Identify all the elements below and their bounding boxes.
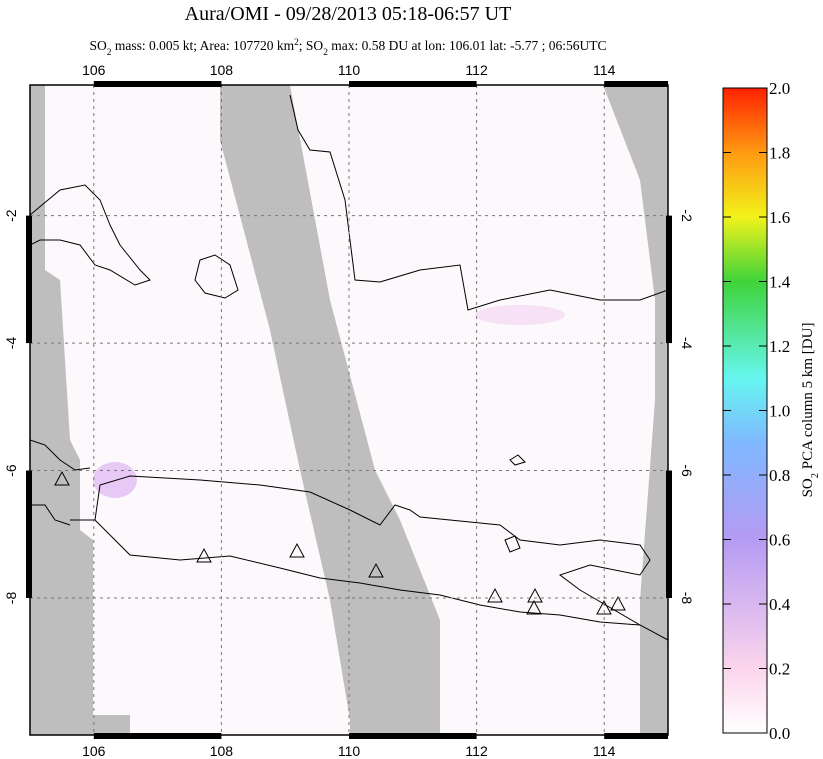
no-data-swath [603, 85, 668, 735]
colorbar-label: SO2 PCA column 5 km [DU] [800, 323, 821, 498]
graticule [30, 85, 668, 735]
x-tick-label: 114 [593, 743, 616, 759]
axis-labels: 106 106 108 108 110 110 112 112 114 114 -2 -2 -4 -4 -6… [3, 62, 695, 759]
colorbar-tick-label: 0.8 [769, 466, 790, 485]
volcanoes [54, 470, 626, 615]
y-tick-label: -6 [3, 464, 19, 477]
text-part: 2 [810, 473, 821, 478]
frame-bar [666, 470, 672, 598]
y-tick-label: -8 [679, 592, 695, 605]
y-tick-label: -6 [679, 464, 695, 477]
x-tick-label: 108 [210, 62, 234, 78]
frame-bar [349, 733, 477, 739]
frame-bar [93, 81, 222, 87]
frame-bar [666, 215, 672, 344]
x-tick-label: 114 [593, 62, 616, 78]
frame-bar [93, 733, 222, 739]
text-part: mass: 0.005 kt; Area: 107720 km [111, 38, 294, 53]
x-tick-label: 108 [210, 743, 234, 759]
x-tick-label: 110 [338, 62, 361, 78]
coastlines [30, 94, 668, 641]
y-tick-label: -4 [3, 337, 19, 350]
text-part: PCA column 5 km [DU] [800, 323, 816, 473]
colorbar-tick-label: 2.0 [769, 79, 790, 98]
x-tick-label: 106 [82, 62, 106, 78]
text-part: 2 [107, 48, 112, 58]
x-tick-label: 112 [465, 743, 488, 759]
colorbar-tick-label: 1.2 [769, 337, 790, 356]
chart-subtitle: SO2 mass: 0.005 kt; Area: 107720 km2; SO… [89, 38, 606, 58]
colorbar-tick-label: 0.0 [769, 724, 790, 743]
y-tick-label: -4 [679, 337, 695, 350]
y-tick-label: -2 [679, 209, 695, 222]
colorbar-tick-label: 1.4 [769, 273, 791, 292]
frame-bars [26, 81, 672, 739]
frame-bar [349, 81, 477, 87]
colorbar-tick-label: 1.0 [769, 402, 790, 421]
y-tick-label: -8 [3, 592, 19, 605]
colorbar-ticks: 0.0 0.2 0.4 0.6 0.8 1.0 1.2 1.4 1.6 1.8 2.0 [723, 79, 791, 743]
no-data-swath [30, 85, 130, 735]
colorbar-tick-label: 1.8 [769, 144, 790, 163]
x-tick-label: 110 [338, 743, 361, 759]
x-tick-label: 112 [465, 62, 488, 78]
y-tick-label: -2 [3, 209, 19, 222]
colorbar-tick-label: 0.4 [769, 595, 791, 614]
no-data-swath [220, 85, 440, 735]
frame-bar [26, 470, 32, 598]
text-part: 2 [294, 38, 299, 48]
text-part: SO [89, 38, 107, 53]
x-tick-label: 106 [82, 743, 106, 759]
text-part: SO [800, 478, 816, 497]
frame-bar [604, 81, 668, 87]
text-part: ; SO [299, 38, 324, 53]
so2-patch [475, 305, 565, 325]
text-part: 2 [323, 48, 328, 58]
text-part: max: 0.58 DU at lon: 106.01 lat: -5.77 ;… [328, 38, 607, 53]
chart-title: Aura/OMI - 09/28/2013 05:18-06:57 UT [185, 3, 512, 25]
colorbar-tick-label: 1.6 [769, 208, 790, 227]
frame-bar [26, 215, 32, 344]
frame-bar [604, 733, 668, 739]
colorbar-tick-label: 0.6 [769, 531, 790, 550]
colorbar-tick-label: 0.2 [769, 660, 790, 679]
